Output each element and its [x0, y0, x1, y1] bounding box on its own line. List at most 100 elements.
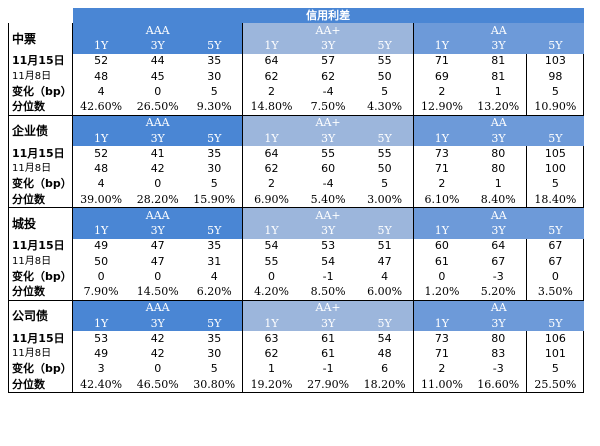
- value-cell: 18.20%: [356, 377, 414, 394]
- section-term-header-row: 1Y 3Y 5Y 1Y 3Y 5Y 1Y 3Y 5Y: [9, 223, 584, 239]
- rating-group-header: AAA: [72, 207, 243, 224]
- row-label: 分位数: [8, 377, 73, 394]
- value-cell: 52: [94, 54, 109, 68]
- value-cell: 54: [321, 254, 336, 268]
- value-cell: 1: [242, 361, 300, 377]
- value-cell: 1: [494, 177, 502, 191]
- section-group-header-row: 中票 AAA AA+ AA: [8, 23, 584, 54]
- value-cell: 47: [150, 254, 165, 268]
- row-label: 变化（bp）: [8, 269, 73, 285]
- value-cell: 4: [97, 84, 105, 98]
- rating-group-header: AA: [412, 300, 584, 316]
- value-cell: 63: [242, 331, 300, 347]
- row-label: 11月15日: [8, 238, 73, 254]
- data-row: 11月15日 53 42 35 63 61 54 73 80 106: [8, 331, 585, 347]
- rating-group-header: AAA: [72, 115, 243, 131]
- term-header: 5Y: [356, 223, 414, 239]
- value-cell: 4.20%: [242, 284, 300, 301]
- value-cell: 71: [412, 161, 471, 177]
- term-header: 5Y: [526, 131, 584, 147]
- term-header: 5Y: [356, 316, 414, 332]
- value-cell: 35: [207, 54, 222, 68]
- value-cell: 48: [377, 347, 392, 361]
- term-header: 3Y: [299, 131, 357, 147]
- value-cell: 28.20%: [129, 192, 187, 209]
- value-cell: 42: [150, 331, 165, 345]
- section-group-header-row: 城投 AAA AA+ AA: [8, 207, 584, 239]
- value-cell: 0: [154, 177, 162, 191]
- value-cell: 45: [150, 69, 165, 83]
- row-label: 11月8日: [8, 161, 73, 177]
- value-cell: 49: [94, 239, 109, 253]
- data-row: 11月15日 52 41 35 64 55 55 73 80 105: [8, 146, 585, 162]
- value-cell: -1: [322, 362, 334, 376]
- value-cell: 44: [150, 54, 165, 68]
- value-cell: 7.90%: [72, 284, 130, 301]
- rating-group-header: AA+: [242, 115, 414, 131]
- value-cell: 2: [412, 176, 471, 192]
- value-cell: 67: [526, 238, 585, 254]
- title-row: 信用利差: [8, 8, 584, 24]
- value-cell: 11.00%: [412, 377, 471, 394]
- value-cell: -4: [322, 84, 334, 98]
- value-cell: 69: [412, 69, 471, 85]
- term-header: 3Y: [470, 316, 527, 332]
- value-cell: 42.60%: [72, 99, 130, 116]
- term-header: 5Y: [186, 223, 243, 239]
- value-cell: 0: [97, 269, 105, 283]
- term-header: 3Y: [129, 223, 187, 239]
- value-cell: 54: [242, 238, 300, 254]
- data-row: 11月15日 52 44 35 64 57 55 71 81 103: [8, 53, 585, 69]
- value-cell: 4: [210, 269, 218, 283]
- term-header: 1Y: [412, 131, 471, 147]
- term-header: 3Y: [129, 38, 187, 54]
- value-cell: 61: [412, 254, 471, 270]
- section-name: 公司债: [8, 300, 73, 332]
- value-cell: 42.40%: [72, 377, 130, 394]
- rating-group-header: AAA: [72, 23, 243, 39]
- rating-group-header: AA+: [242, 300, 414, 316]
- term-header: 1Y: [72, 223, 130, 239]
- value-cell: 5: [526, 176, 585, 192]
- term-header: 5Y: [186, 316, 243, 332]
- value-cell: 9.30%: [186, 99, 243, 116]
- value-cell: 73: [412, 331, 471, 347]
- data-row: 变化（bp） 0 0 4 0 -1 4 0 -3 0: [8, 269, 585, 285]
- value-cell: 0: [154, 362, 162, 376]
- value-cell: 0: [154, 269, 162, 283]
- value-cell: 2: [242, 84, 300, 100]
- value-cell: 81: [491, 54, 506, 68]
- value-cell: 62: [242, 346, 300, 362]
- value-cell: 5: [526, 361, 585, 377]
- value-cell: 5.40%: [299, 192, 357, 209]
- term-header: 1Y: [412, 316, 471, 332]
- title-blank-cell: [8, 8, 73, 24]
- data-row: 分位数 7.90% 14.50% 6.20% 4.20% 8.50% 6.00% 1.20% 5…: [8, 284, 585, 301]
- value-cell: 35: [207, 146, 222, 160]
- value-cell: 6.10%: [412, 192, 471, 209]
- value-cell: 5: [381, 84, 389, 98]
- value-cell: 8.50%: [299, 284, 357, 301]
- value-cell: 80: [491, 331, 506, 345]
- value-cell: 101: [526, 346, 585, 362]
- value-cell: 42: [150, 347, 165, 361]
- value-cell: 61: [321, 347, 336, 361]
- value-cell: -3: [492, 269, 504, 283]
- value-cell: 51: [377, 239, 392, 253]
- value-cell: 13.20%: [470, 99, 527, 116]
- credit-spread-table-container: 信用利差 中票 AAA AA+ AA 1Y 3Y 5Y 1Y 3Y 5Y 1Y 3Y 5Y 11月15日 5…: [8, 8, 585, 394]
- value-cell: 30: [207, 347, 222, 361]
- section-group-header-row: 公司债 AAA AA+ AA: [8, 300, 584, 332]
- section-term-header-row: 1Y 3Y 5Y 1Y 3Y 5Y 1Y 3Y 5Y: [9, 131, 584, 147]
- value-cell: 30.80%: [186, 377, 243, 394]
- value-cell: 49: [94, 347, 109, 361]
- value-cell: 6.20%: [186, 284, 243, 301]
- value-cell: 47: [150, 239, 165, 253]
- section-term-header-row: 1Y 3Y 5Y 1Y 3Y 5Y 1Y 3Y 5Y: [9, 316, 584, 332]
- rating-group-header: AA+: [242, 207, 414, 224]
- rating-group-header: AA: [412, 23, 584, 39]
- row-label: 11月15日: [8, 331, 73, 347]
- section-name: 企业债: [8, 115, 73, 147]
- value-cell: 3: [97, 362, 105, 376]
- value-cell: 35: [207, 331, 222, 345]
